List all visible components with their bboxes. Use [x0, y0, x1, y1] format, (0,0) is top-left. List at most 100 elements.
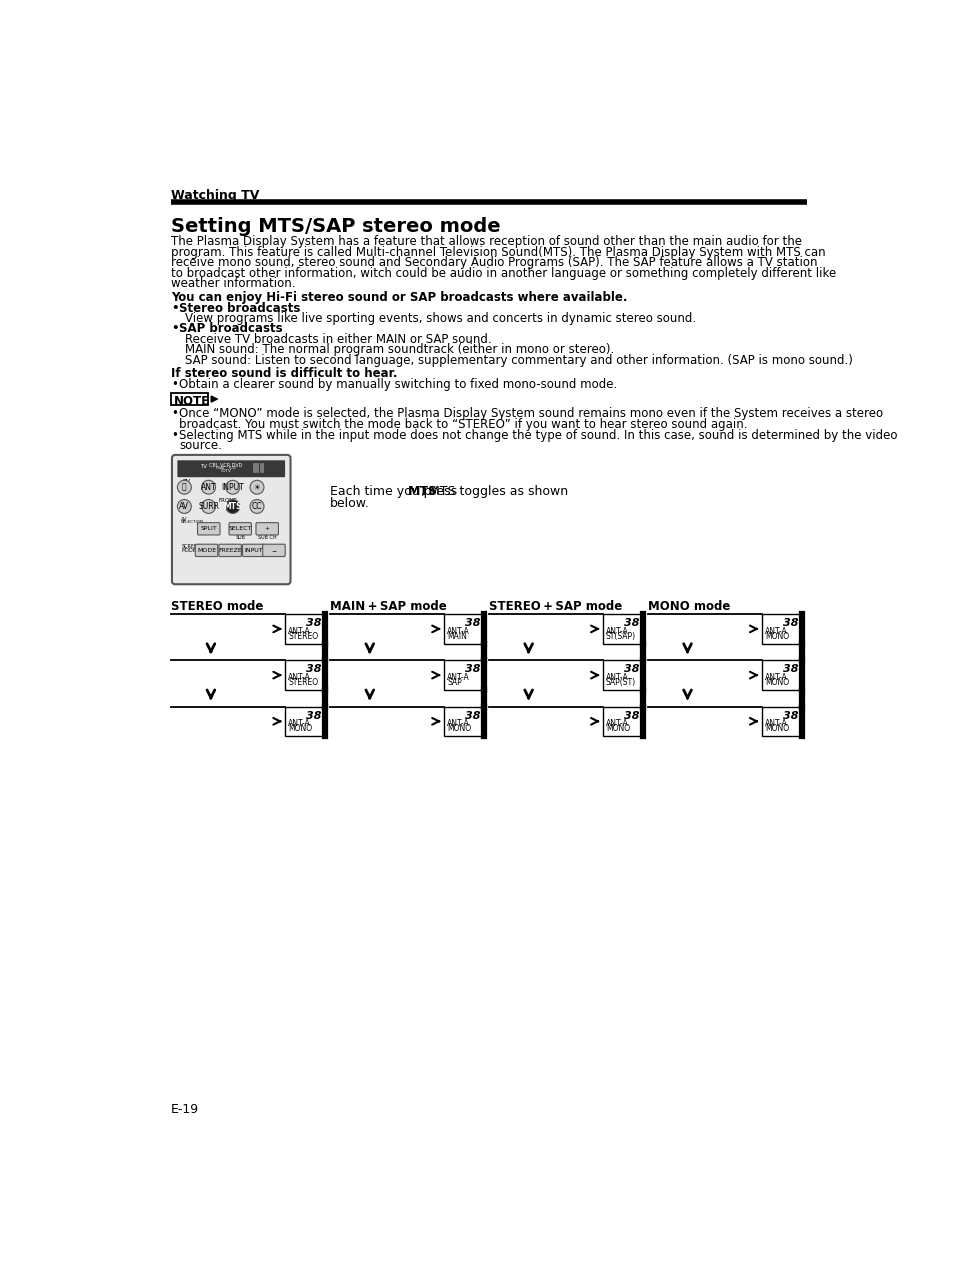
Text: MONO: MONO [447, 725, 471, 733]
Bar [285, 614, 325, 643]
FancyBboxPatch shape [195, 544, 217, 557]
Text: 38: 38 [464, 711, 480, 721]
Text: STEREO mode: STEREO mode [171, 600, 263, 613]
Text: TV: TV [199, 464, 207, 470]
Text: 38: 38 [306, 618, 321, 628]
Bar [443, 614, 484, 643]
Text: MONO mode: MONO mode [647, 600, 729, 613]
Text: ANT-A: ANT-A [605, 673, 628, 681]
Text: ANT: ANT [200, 482, 216, 491]
Text: MONO: MONO [764, 725, 788, 733]
FancyBboxPatch shape [172, 454, 291, 584]
Text: receive mono sound, stereo sound and Secondary Audio Programs (SAP). The SAP fea: receive mono sound, stereo sound and Sec… [171, 256, 817, 269]
Text: program. This feature is called Multi-channel Television Sound(MTS). The Plasma : program. This feature is called Multi-ch… [171, 246, 825, 259]
Text: ANT-A: ANT-A [605, 627, 628, 636]
Text: SURR: SURR [198, 503, 219, 511]
Text: SAP: SAP [447, 678, 461, 688]
Text: INPUT: INPUT [221, 482, 244, 491]
Text: ANT-A: ANT-A [447, 673, 469, 681]
Text: 38: 38 [464, 618, 480, 628]
Text: 38: 38 [306, 665, 321, 674]
Text: SAP(ST): SAP(ST) [605, 678, 636, 688]
FancyBboxPatch shape [262, 544, 285, 557]
Text: ANT-A: ANT-A [764, 627, 787, 636]
Bar [760, 660, 801, 690]
Text: If stereo sound is difficult to hear.: If stereo sound is difficult to hear. [171, 367, 397, 381]
Circle shape [201, 500, 215, 514]
Text: 38: 38 [623, 618, 639, 628]
Text: Stereo broadcasts: Stereo broadcasts [179, 302, 300, 315]
Text: SCREEN: SCREEN [181, 544, 201, 549]
Text: CC: CC [252, 503, 262, 511]
Text: MTS: MTS [408, 485, 437, 497]
Text: STEREO: STEREO [288, 678, 318, 688]
Text: ANT-A: ANT-A [288, 673, 311, 681]
Text: •: • [171, 377, 178, 391]
Text: SUB CH: SUB CH [257, 536, 276, 541]
Text: MONO: MONO [764, 632, 788, 641]
Text: STEREO: STEREO [288, 632, 318, 641]
Text: You can enjoy Hi-Fi stereo sound or SAP broadcasts where available.: You can enjoy Hi-Fi stereo sound or SAP … [171, 292, 627, 305]
Bar [285, 660, 325, 690]
Text: ANT-A: ANT-A [288, 627, 311, 636]
Text: Each time you press: Each time you press [330, 485, 460, 497]
Text: SELECT: SELECT [229, 527, 252, 532]
Text: 38: 38 [623, 711, 639, 721]
Bar [760, 707, 801, 736]
Text: Setting MTS/SAP stereo mode: Setting MTS/SAP stereo mode [171, 217, 500, 236]
Text: SAP sound: Listen to second language, supplementary commentary and other informa: SAP sound: Listen to second language, su… [185, 354, 852, 367]
Circle shape [250, 480, 264, 494]
FancyBboxPatch shape [242, 544, 265, 557]
Text: MAIN sound: The normal program soundtrack (either in mono or stereo).: MAIN sound: The normal program soundtrac… [185, 343, 614, 357]
Text: ST(SAP): ST(SAP) [605, 632, 636, 641]
Text: STEREO + SAP mode: STEREO + SAP mode [488, 600, 621, 613]
Text: View programs like live sporting events, shows and concerts in dynamic stereo so: View programs like live sporting events,… [185, 312, 696, 325]
Text: SUB: SUB [235, 536, 245, 541]
Text: ☀: ☀ [253, 482, 260, 491]
Text: •: • [171, 429, 178, 442]
Text: AV: AV [179, 503, 189, 511]
Text: +: + [264, 527, 270, 532]
Bar [602, 707, 642, 736]
FancyBboxPatch shape [255, 523, 278, 536]
Text: FRONT: FRONT [218, 497, 236, 503]
Text: MONO: MONO [605, 725, 629, 733]
Text: Watching TV: Watching TV [171, 189, 259, 202]
Text: ANT-A: ANT-A [764, 673, 787, 681]
Text: MODE: MODE [196, 548, 215, 553]
Text: 38: 38 [306, 711, 321, 721]
Text: ANT-A: ANT-A [764, 720, 787, 728]
Text: MONO: MONO [764, 678, 788, 688]
Text: −: − [271, 548, 276, 553]
Bar [443, 660, 484, 690]
FancyBboxPatch shape [218, 544, 241, 557]
Text: NOTE: NOTE [174, 395, 211, 409]
Text: below.: below. [330, 497, 370, 510]
Text: Selecting MTS while in the input mode does not change the type of sound. In this: Selecting MTS while in the input mode do… [179, 429, 897, 442]
Text: FREEZE: FREEZE [218, 548, 242, 553]
Text: 38: 38 [781, 665, 798, 674]
Text: INPUT: INPUT [244, 548, 263, 553]
Text: Receive TV broadcasts in either MAIN or SAP sound.: Receive TV broadcasts in either MAIN or … [185, 332, 491, 346]
Text: Obtain a clearer sound by manually switching to fixed mono-sound mode.: Obtain a clearer sound by manually switc… [179, 377, 617, 391]
FancyBboxPatch shape [177, 461, 285, 477]
FancyBboxPatch shape [197, 523, 220, 536]
Text: The Plasma Display System has a feature that allows reception of sound other tha: The Plasma Display System has a feature … [171, 236, 801, 249]
Circle shape [250, 500, 264, 514]
Bar [285, 707, 325, 736]
Text: •: • [171, 407, 178, 420]
Bar [602, 614, 642, 643]
FancyBboxPatch shape [229, 523, 252, 536]
Text: SAP broadcasts: SAP broadcasts [179, 322, 282, 335]
Text: AV: AV [181, 518, 188, 523]
Text: •: • [171, 302, 178, 315]
Circle shape [201, 480, 215, 494]
Text: 38: 38 [781, 618, 798, 628]
Text: 38: 38 [464, 665, 480, 674]
Text: MAIN + SAP mode: MAIN + SAP mode [330, 600, 446, 613]
Text: SELECTION: SELECTION [181, 520, 204, 524]
Text: SPLIT: SPLIT [200, 527, 217, 532]
Text: TV: TV [183, 478, 191, 483]
Text: 38: 38 [781, 711, 798, 721]
Text: ⏻: ⏻ [182, 482, 187, 491]
